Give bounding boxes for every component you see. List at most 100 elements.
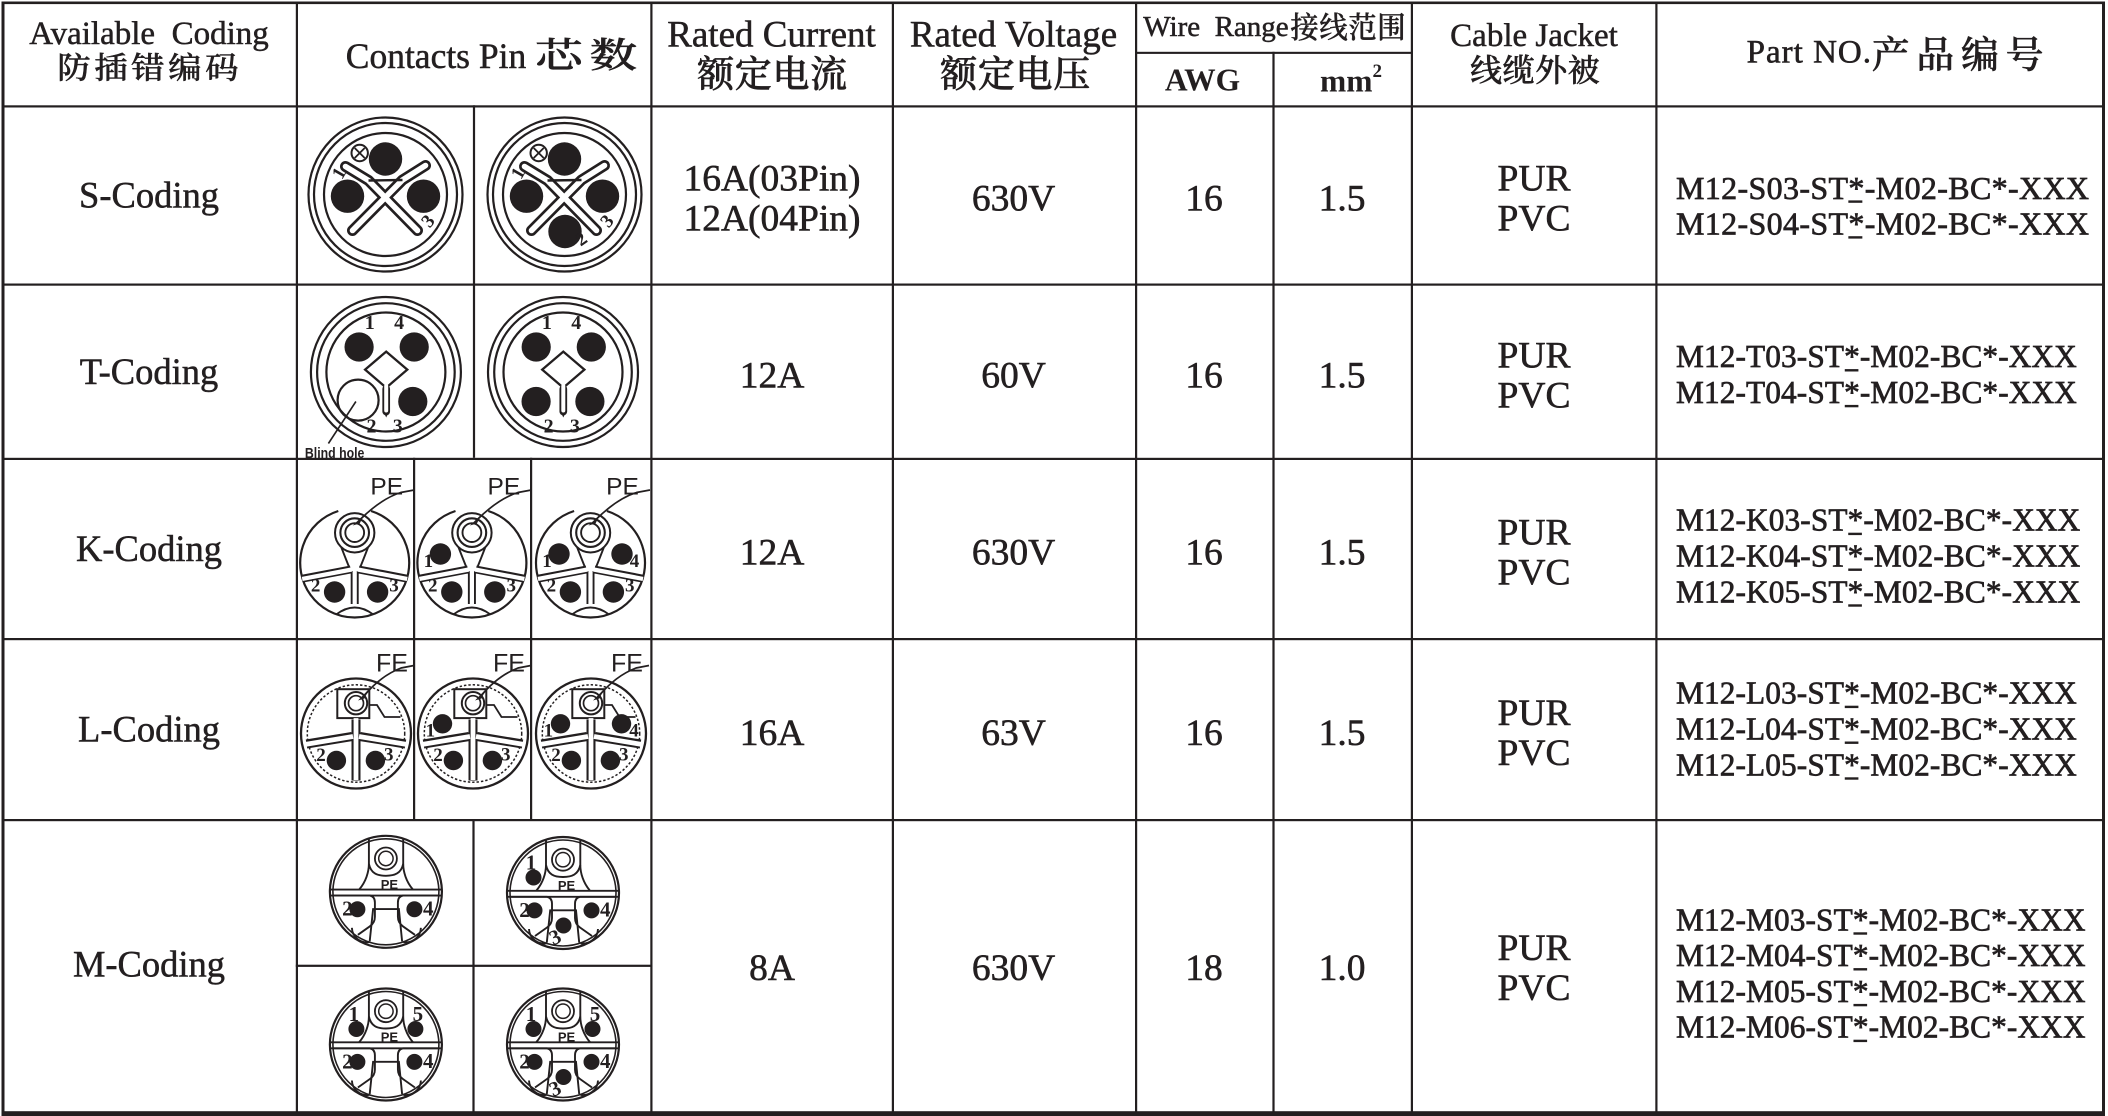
svg-text:5: 5: [413, 1002, 424, 1026]
svg-text:M12-S04-ST*-M02-BC*-XXX: M12-S04-ST*-M02-BC*-XXX: [1676, 206, 2089, 242]
svg-text:AWG: AWG: [1165, 63, 1240, 98]
svg-text:1: 1: [365, 312, 375, 334]
svg-text:1: 1: [544, 721, 554, 742]
svg-text:3: 3: [384, 745, 394, 766]
svg-text:5: 5: [590, 1002, 601, 1026]
svg-text:12A: 12A: [740, 533, 805, 574]
svg-text:1: 1: [426, 721, 436, 742]
svg-text:1.5: 1.5: [1319, 179, 1366, 220]
svg-text:16: 16: [1185, 533, 1223, 574]
svg-text:4: 4: [630, 551, 640, 572]
svg-text:2: 2: [428, 576, 438, 597]
svg-text:4: 4: [571, 312, 581, 334]
svg-text:8A: 8A: [749, 948, 795, 989]
svg-text:630V: 630V: [972, 948, 1055, 989]
svg-text:PUR: PUR: [1498, 159, 1571, 200]
svg-text:M12-S03-ST*-M02-BC*-XXX: M12-S03-ST*-M02-BC*-XXX: [1676, 170, 2089, 206]
svg-text:1.5: 1.5: [1319, 356, 1366, 397]
svg-text:12A(04Pin): 12A(04Pin): [683, 198, 860, 239]
svg-text:4: 4: [600, 898, 611, 922]
svg-text:1: 1: [349, 1002, 360, 1026]
svg-text:630V: 630V: [972, 533, 1055, 574]
svg-text:16: 16: [1185, 713, 1223, 754]
svg-text:Part NO.: Part NO.: [1747, 34, 1872, 70]
svg-text:16A: 16A: [740, 713, 805, 754]
svg-text:12A: 12A: [740, 356, 805, 397]
svg-text:63V: 63V: [981, 713, 1046, 754]
svg-text:2: 2: [433, 745, 443, 766]
svg-text:2: 2: [342, 1049, 353, 1073]
svg-text:M12-M05-ST*-M02-BC*-XXX: M12-M05-ST*-M02-BC*-XXX: [1676, 974, 2086, 1009]
svg-text:M12-L05-ST*-M02-BC*-XXX: M12-L05-ST*-M02-BC*-XXX: [1676, 747, 2077, 782]
svg-text:3: 3: [389, 576, 399, 597]
svg-text:Contacts Pin: Contacts Pin: [346, 36, 527, 76]
svg-text:4: 4: [600, 1049, 611, 1073]
svg-text:M12-L03-ST*-M02-BC*-XXX: M12-L03-ST*-M02-BC*-XXX: [1676, 676, 2077, 711]
svg-text:16: 16: [1185, 179, 1223, 220]
svg-text:PVC: PVC: [1498, 199, 1571, 240]
svg-text:S-Coding: S-Coding: [79, 174, 219, 215]
svg-text:60V: 60V: [981, 356, 1046, 397]
svg-text:M12-K03-ST*-M02-BC*-XXX: M12-K03-ST*-M02-BC*-XXX: [1676, 503, 2081, 538]
svg-text:4: 4: [394, 312, 404, 334]
svg-text:2: 2: [316, 745, 326, 766]
svg-text:M-Coding: M-Coding: [73, 943, 225, 984]
svg-text:M12-L04-ST*-M02-BC*-XXX: M12-L04-ST*-M02-BC*-XXX: [1676, 712, 2077, 747]
svg-text:Wire Range: Wire Range: [1143, 11, 1288, 43]
svg-text:1.0: 1.0: [1319, 948, 1366, 989]
svg-text:PUR: PUR: [1498, 336, 1571, 377]
svg-text:PE: PE: [381, 877, 399, 892]
svg-text:1.5: 1.5: [1319, 533, 1366, 574]
svg-text:1: 1: [526, 850, 537, 874]
svg-text:3: 3: [625, 576, 635, 597]
svg-text:PE: PE: [488, 474, 521, 501]
svg-text:M12-M06-ST*-M02-BC*-XXX: M12-M06-ST*-M02-BC*-XXX: [1676, 1010, 2086, 1045]
svg-text:2: 2: [519, 898, 530, 922]
svg-text:4: 4: [423, 896, 434, 920]
svg-text:FE: FE: [376, 650, 408, 678]
svg-text:PE: PE: [606, 474, 639, 501]
svg-text:2: 2: [544, 416, 554, 438]
svg-text:M12-T03-ST*-M02-BC*-XXX: M12-T03-ST*-M02-BC*-XXX: [1676, 339, 2077, 374]
svg-text:2: 2: [342, 897, 353, 921]
svg-text:Rated Voltage: Rated Voltage: [910, 15, 1117, 56]
svg-text:3: 3: [506, 576, 516, 597]
svg-text:16: 16: [1185, 356, 1223, 397]
svg-text:18: 18: [1185, 948, 1223, 989]
svg-text:M12-K05-ST*-M02-BC*-XXX: M12-K05-ST*-M02-BC*-XXX: [1676, 574, 2081, 609]
svg-text:1: 1: [542, 551, 552, 572]
svg-text:PUR: PUR: [1498, 928, 1571, 969]
svg-text:PE: PE: [381, 1030, 399, 1045]
svg-text:Rated Current: Rated Current: [667, 15, 876, 56]
svg-text:4: 4: [629, 721, 639, 742]
svg-text:3: 3: [393, 416, 403, 438]
svg-text:FE: FE: [493, 650, 525, 678]
svg-text:mm2: mm2: [1320, 61, 1382, 99]
svg-text:Cable Jacket: Cable Jacket: [1450, 18, 1618, 54]
svg-text:K-Coding: K-Coding: [76, 528, 222, 569]
svg-text:3: 3: [619, 745, 629, 766]
svg-text:Blind hole: Blind hole: [305, 445, 365, 461]
svg-text:1: 1: [526, 1002, 537, 1026]
svg-text:PE: PE: [558, 1030, 576, 1045]
svg-text:PVC: PVC: [1498, 376, 1571, 417]
svg-text:2: 2: [547, 576, 557, 597]
svg-text:1.5: 1.5: [1319, 713, 1366, 754]
svg-text:M12-T04-ST*-M02-BC*-XXX: M12-T04-ST*-M02-BC*-XXX: [1676, 375, 2077, 410]
svg-text:PE: PE: [558, 878, 576, 893]
svg-text:Available Coding: Available Coding: [29, 16, 269, 52]
svg-text:2: 2: [519, 1049, 530, 1073]
svg-text:L-Coding: L-Coding: [78, 708, 220, 749]
svg-text:PUR: PUR: [1498, 693, 1571, 734]
svg-text:PE: PE: [370, 474, 403, 501]
svg-text:630V: 630V: [972, 179, 1055, 220]
svg-text:3: 3: [570, 416, 580, 438]
svg-text:16A(03Pin): 16A(03Pin): [683, 158, 860, 199]
svg-text:PVC: PVC: [1498, 553, 1571, 594]
svg-text:M12-K04-ST*-M02-BC*-XXX: M12-K04-ST*-M02-BC*-XXX: [1676, 539, 2081, 574]
svg-text:PVC: PVC: [1498, 733, 1571, 774]
svg-text:3: 3: [501, 745, 511, 766]
svg-text:FE: FE: [611, 650, 643, 678]
svg-text:PVC: PVC: [1498, 968, 1571, 1009]
svg-text:1: 1: [542, 312, 552, 334]
